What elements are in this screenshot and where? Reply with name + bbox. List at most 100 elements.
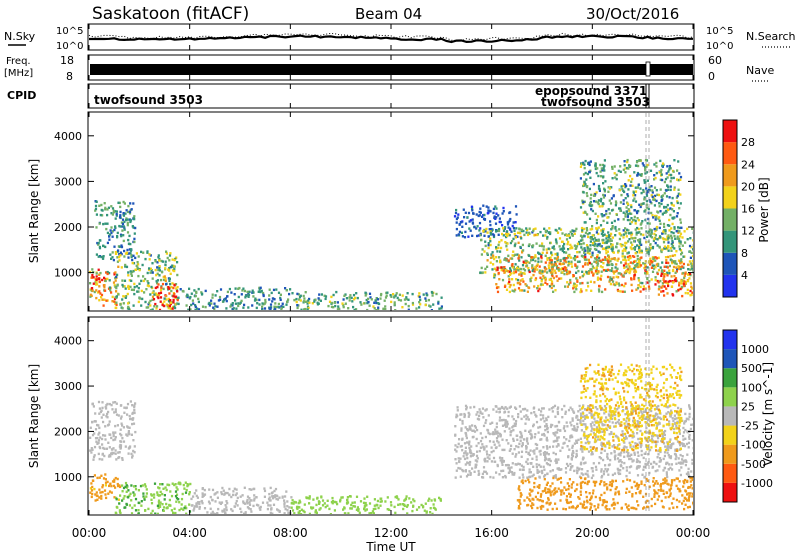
data-cell bbox=[665, 206, 668, 209]
data-cell bbox=[576, 418, 579, 421]
data-cell bbox=[632, 459, 635, 462]
data-cell bbox=[124, 252, 128, 255]
data-cell bbox=[271, 297, 274, 300]
data-cell bbox=[170, 265, 173, 269]
data-cell bbox=[537, 257, 540, 260]
data-cell bbox=[453, 215, 457, 218]
data-cell bbox=[120, 422, 123, 425]
data-cell bbox=[247, 292, 250, 295]
y-tick-label: 3000 bbox=[54, 175, 82, 188]
data-cell bbox=[644, 272, 647, 275]
data-cell bbox=[536, 287, 539, 290]
colorbar-swatch bbox=[723, 230, 737, 253]
data-cell bbox=[542, 248, 545, 251]
data-cell bbox=[622, 184, 625, 188]
data-cell bbox=[326, 499, 329, 502]
data-cell bbox=[518, 463, 521, 466]
data-cell bbox=[210, 512, 213, 514]
data-cell bbox=[630, 180, 633, 183]
data-cell bbox=[283, 499, 286, 502]
data-cell bbox=[610, 232, 613, 236]
freq-trace bbox=[90, 64, 693, 75]
data-cell bbox=[539, 276, 542, 279]
data-cell bbox=[598, 256, 601, 260]
data-cell bbox=[91, 276, 94, 279]
data-cell bbox=[190, 504, 193, 507]
data-cell bbox=[650, 462, 653, 466]
data-cell bbox=[96, 476, 99, 480]
data-cell bbox=[536, 443, 539, 447]
data-cell bbox=[129, 417, 132, 421]
data-cell bbox=[156, 504, 159, 507]
data-cell bbox=[570, 262, 573, 265]
data-cell bbox=[509, 267, 512, 270]
data-cell bbox=[114, 401, 117, 404]
data-cell bbox=[270, 291, 273, 295]
data-cell bbox=[107, 441, 110, 444]
data-cell bbox=[623, 290, 626, 293]
data-cell bbox=[473, 225, 476, 229]
noise-right-tick-bottom: 10^0 bbox=[706, 41, 733, 52]
data-cell bbox=[634, 245, 637, 249]
data-cell bbox=[515, 445, 518, 448]
data-cell bbox=[158, 487, 161, 490]
data-cell bbox=[625, 184, 628, 187]
data-cell bbox=[653, 417, 656, 420]
data-cell bbox=[617, 218, 620, 221]
data-cell bbox=[567, 408, 571, 412]
data-cell bbox=[602, 193, 605, 197]
data-cell bbox=[628, 441, 631, 445]
data-cell bbox=[218, 501, 221, 504]
data-cell bbox=[108, 490, 112, 493]
data-cell bbox=[579, 276, 582, 279]
data-cell bbox=[691, 227, 693, 230]
velocity-data bbox=[89, 363, 693, 514]
data-cell bbox=[98, 299, 101, 302]
data-cell bbox=[622, 236, 625, 239]
data-cell bbox=[128, 212, 132, 215]
data-cell bbox=[511, 254, 514, 257]
data-cell bbox=[458, 230, 461, 234]
data-cell bbox=[687, 292, 690, 295]
data-cell bbox=[686, 227, 689, 231]
data-cell bbox=[140, 504, 143, 507]
data-cell bbox=[594, 212, 597, 215]
data-cell bbox=[284, 507, 287, 511]
data-cell bbox=[368, 512, 371, 514]
data-cell bbox=[518, 259, 521, 262]
data-cell bbox=[687, 273, 690, 276]
data-cell bbox=[646, 248, 649, 251]
data-cell bbox=[590, 429, 593, 433]
data-cell bbox=[355, 508, 358, 511]
data-cell bbox=[522, 465, 525, 469]
data-cell bbox=[495, 437, 499, 440]
data-cell bbox=[319, 299, 322, 302]
data-cell bbox=[134, 402, 137, 405]
data-cell bbox=[593, 266, 596, 270]
data-cell bbox=[556, 428, 559, 432]
data-cell bbox=[401, 503, 404, 506]
data-cell bbox=[287, 298, 290, 301]
data-cell bbox=[128, 426, 131, 429]
data-cell bbox=[608, 258, 611, 261]
data-cell bbox=[146, 271, 149, 275]
data-cell bbox=[389, 294, 392, 297]
data-cell bbox=[251, 304, 254, 307]
data-cell bbox=[104, 484, 107, 487]
data-cell bbox=[661, 164, 664, 167]
data-cell bbox=[589, 176, 592, 179]
data-cell bbox=[673, 226, 676, 229]
data-cell bbox=[201, 305, 205, 308]
data-cell bbox=[266, 507, 269, 511]
data-cell bbox=[653, 414, 657, 418]
data-cell bbox=[631, 436, 634, 439]
data-cell bbox=[634, 164, 638, 167]
data-cell bbox=[688, 435, 691, 439]
data-cell bbox=[174, 296, 177, 300]
data-cell bbox=[579, 206, 583, 209]
data-cell bbox=[677, 289, 680, 292]
data-cell bbox=[660, 173, 663, 176]
data-cell bbox=[668, 463, 671, 466]
data-cell bbox=[468, 443, 471, 446]
data-cell bbox=[627, 167, 630, 170]
